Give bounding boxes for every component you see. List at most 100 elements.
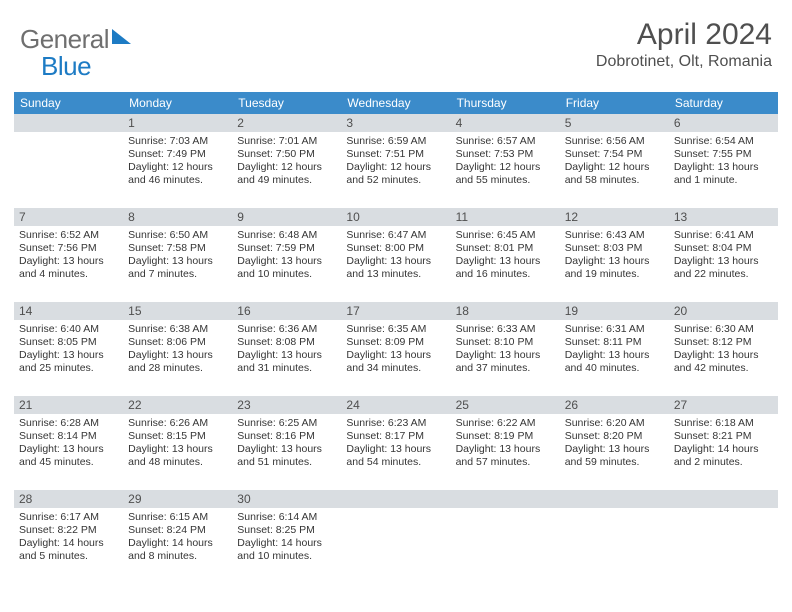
detail-line: Sunset: 8:03 PM <box>565 242 664 255</box>
detail-line: Daylight: 13 hours <box>456 349 555 362</box>
day-details: Sunrise: 6:20 AMSunset: 8:20 PMDaylight:… <box>560 414 669 471</box>
detail-line: Sunrise: 6:30 AM <box>674 323 773 336</box>
detail-line: Daylight: 12 hours <box>565 161 664 174</box>
detail-line: Daylight: 13 hours <box>237 443 336 456</box>
detail-line: and 55 minutes. <box>456 174 555 187</box>
day-number: 27 <box>669 396 778 414</box>
title-block: April 2024 Dobrotinet, Olt, Romania <box>596 18 772 71</box>
calendar-week: 1Sunrise: 7:03 AMSunset: 7:49 PMDaylight… <box>14 114 778 208</box>
detail-line: Sunset: 8:17 PM <box>346 430 445 443</box>
calendar-week: 7Sunrise: 6:52 AMSunset: 7:56 PMDaylight… <box>14 208 778 302</box>
detail-line: Sunset: 7:50 PM <box>237 148 336 161</box>
calendar-cell: 6Sunrise: 6:54 AMSunset: 7:55 PMDaylight… <box>669 114 778 208</box>
day-number: 24 <box>341 396 450 414</box>
calendar-cell: 25Sunrise: 6:22 AMSunset: 8:19 PMDayligh… <box>451 396 560 490</box>
calendar-cell: 18Sunrise: 6:33 AMSunset: 8:10 PMDayligh… <box>451 302 560 396</box>
day-details: Sunrise: 6:36 AMSunset: 8:08 PMDaylight:… <box>232 320 341 377</box>
day-number: 23 <box>232 396 341 414</box>
calendar-cell <box>341 490 450 584</box>
day-header: Monday <box>123 92 232 114</box>
detail-line: Sunrise: 6:31 AM <box>565 323 664 336</box>
detail-line: Sunrise: 6:22 AM <box>456 417 555 430</box>
detail-line: Daylight: 13 hours <box>456 443 555 456</box>
day-details: Sunrise: 6:30 AMSunset: 8:12 PMDaylight:… <box>669 320 778 377</box>
calendar-cell: 30Sunrise: 6:14 AMSunset: 8:25 PMDayligh… <box>232 490 341 584</box>
detail-line: and 10 minutes. <box>237 550 336 563</box>
detail-line: Daylight: 12 hours <box>237 161 336 174</box>
detail-line: and 51 minutes. <box>237 456 336 469</box>
detail-line: and 54 minutes. <box>346 456 445 469</box>
detail-line: Sunset: 8:11 PM <box>565 336 664 349</box>
detail-line: Sunrise: 6:36 AM <box>237 323 336 336</box>
detail-line: Daylight: 13 hours <box>346 443 445 456</box>
detail-line: Daylight: 14 hours <box>128 537 227 550</box>
detail-line: Sunset: 8:24 PM <box>128 524 227 537</box>
day-number: 20 <box>669 302 778 320</box>
calendar-week: 28Sunrise: 6:17 AMSunset: 8:22 PMDayligh… <box>14 490 778 584</box>
calendar-table: SundayMondayTuesdayWednesdayThursdayFrid… <box>14 92 778 584</box>
detail-line: Daylight: 12 hours <box>346 161 445 174</box>
day-number: 15 <box>123 302 232 320</box>
detail-line: Sunset: 8:10 PM <box>456 336 555 349</box>
day-details: Sunrise: 6:31 AMSunset: 8:11 PMDaylight:… <box>560 320 669 377</box>
detail-line: and 58 minutes. <box>565 174 664 187</box>
day-details: Sunrise: 6:40 AMSunset: 8:05 PMDaylight:… <box>14 320 123 377</box>
day-header: Friday <box>560 92 669 114</box>
calendar-cell: 19Sunrise: 6:31 AMSunset: 8:11 PMDayligh… <box>560 302 669 396</box>
day-number <box>669 490 778 508</box>
day-number <box>560 490 669 508</box>
calendar-cell: 12Sunrise: 6:43 AMSunset: 8:03 PMDayligh… <box>560 208 669 302</box>
day-number: 29 <box>123 490 232 508</box>
day-details: Sunrise: 6:17 AMSunset: 8:22 PMDaylight:… <box>14 508 123 565</box>
detail-line: and 34 minutes. <box>346 362 445 375</box>
detail-line: Daylight: 13 hours <box>674 161 773 174</box>
day-details: Sunrise: 6:57 AMSunset: 7:53 PMDaylight:… <box>451 132 560 189</box>
day-details: Sunrise: 6:23 AMSunset: 8:17 PMDaylight:… <box>341 414 450 471</box>
day-header: Tuesday <box>232 92 341 114</box>
detail-line: Sunset: 8:08 PM <box>237 336 336 349</box>
day-details: Sunrise: 6:33 AMSunset: 8:10 PMDaylight:… <box>451 320 560 377</box>
calendar-cell: 4Sunrise: 6:57 AMSunset: 7:53 PMDaylight… <box>451 114 560 208</box>
location: Dobrotinet, Olt, Romania <box>596 53 772 71</box>
detail-line: Sunrise: 7:01 AM <box>237 135 336 148</box>
detail-line: Daylight: 13 hours <box>674 349 773 362</box>
detail-line: Sunrise: 6:14 AM <box>237 511 336 524</box>
month-title: April 2024 <box>596 18 772 52</box>
detail-line: Daylight: 13 hours <box>128 255 227 268</box>
detail-line: and 19 minutes. <box>565 268 664 281</box>
calendar-cell: 5Sunrise: 6:56 AMSunset: 7:54 PMDaylight… <box>560 114 669 208</box>
day-number: 5 <box>560 114 669 132</box>
calendar-cell: 16Sunrise: 6:36 AMSunset: 8:08 PMDayligh… <box>232 302 341 396</box>
day-number: 13 <box>669 208 778 226</box>
detail-line: Sunrise: 6:52 AM <box>19 229 118 242</box>
detail-line: Sunset: 7:51 PM <box>346 148 445 161</box>
detail-line: Sunset: 8:20 PM <box>565 430 664 443</box>
calendar-week: 14Sunrise: 6:40 AMSunset: 8:05 PMDayligh… <box>14 302 778 396</box>
detail-line: Daylight: 13 hours <box>19 443 118 456</box>
detail-line: Sunrise: 6:28 AM <box>19 417 118 430</box>
detail-line: Daylight: 13 hours <box>565 443 664 456</box>
detail-line: and 49 minutes. <box>237 174 336 187</box>
day-number <box>341 490 450 508</box>
detail-line: Daylight: 14 hours <box>674 443 773 456</box>
detail-line: Sunrise: 6:23 AM <box>346 417 445 430</box>
calendar-cell: 27Sunrise: 6:18 AMSunset: 8:21 PMDayligh… <box>669 396 778 490</box>
day-number: 18 <box>451 302 560 320</box>
calendar-cell: 22Sunrise: 6:26 AMSunset: 8:15 PMDayligh… <box>123 396 232 490</box>
detail-line: Sunset: 8:19 PM <box>456 430 555 443</box>
calendar-cell: 24Sunrise: 6:23 AMSunset: 8:17 PMDayligh… <box>341 396 450 490</box>
day-header: Saturday <box>669 92 778 114</box>
detail-line: Sunrise: 6:54 AM <box>674 135 773 148</box>
detail-line: and 40 minutes. <box>565 362 664 375</box>
detail-line: Sunrise: 6:40 AM <box>19 323 118 336</box>
detail-line: Sunrise: 6:17 AM <box>19 511 118 524</box>
day-details: Sunrise: 6:52 AMSunset: 7:56 PMDaylight:… <box>14 226 123 283</box>
detail-line: and 57 minutes. <box>456 456 555 469</box>
day-details: Sunrise: 7:03 AMSunset: 7:49 PMDaylight:… <box>123 132 232 189</box>
detail-line: Sunrise: 6:57 AM <box>456 135 555 148</box>
detail-line: Sunrise: 6:43 AM <box>565 229 664 242</box>
day-header: Wednesday <box>341 92 450 114</box>
day-details: Sunrise: 6:47 AMSunset: 8:00 PMDaylight:… <box>341 226 450 283</box>
detail-line: Daylight: 13 hours <box>565 255 664 268</box>
detail-line: Sunset: 7:56 PM <box>19 242 118 255</box>
